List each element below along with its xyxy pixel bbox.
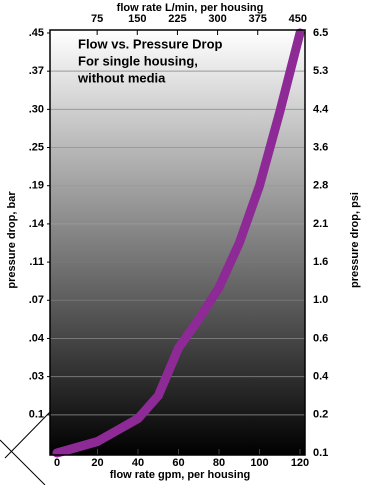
y-tick-label: .30 <box>29 103 44 115</box>
x2-tick-label: 150 <box>128 13 146 25</box>
y2-tick-label: 1.0 <box>313 294 328 306</box>
decoration <box>4 411 51 459</box>
y2-tick-label: 0.6 <box>313 332 328 344</box>
y-tick-label: 0.1 <box>29 409 44 421</box>
y2-axis-label: pressure drop, psi <box>349 192 361 288</box>
y2-tick-label: 0.1 <box>313 447 328 459</box>
y-tick-label: .45 <box>29 27 44 39</box>
x-tick-label: 40 <box>132 457 144 469</box>
y2-tick-label: 6.5 <box>313 27 328 39</box>
x-axis-label: flow rate gpm, per housing <box>110 469 251 481</box>
x-tick-label: 100 <box>250 457 268 469</box>
y-tick-label: .37 <box>29 65 44 77</box>
x2-tick-label: 75 <box>91 13 103 25</box>
x-tick-label: 120 <box>291 457 309 469</box>
y-tick-label: .19 <box>29 180 44 192</box>
y-tick-label: .04 <box>29 332 45 344</box>
y2-tick-label: 3.6 <box>313 141 328 153</box>
y2-tick-label: 2.1 <box>313 218 328 230</box>
plot-frame <box>49 29 306 456</box>
plot-area <box>50 30 305 455</box>
line <box>52 28 305 458</box>
chart-title: For single housing, <box>78 53 198 68</box>
y2-tick-label: 0.4 <box>313 371 329 383</box>
y2-tick-label: 5.3 <box>313 65 328 77</box>
chart-title: without media <box>77 70 166 85</box>
x2-tick-label: 375 <box>249 13 267 25</box>
x2-tick-label: 300 <box>208 13 226 25</box>
y-tick-label: .03 <box>29 371 44 383</box>
y-tick-label: .25 <box>29 141 44 153</box>
x-tick-label: 0 <box>54 457 60 469</box>
y-tick-label: .14 <box>29 218 45 230</box>
x-tick-label: 60 <box>172 457 184 469</box>
y-tick-label: .07 <box>29 294 44 306</box>
x2-tick-label: 450 <box>289 13 307 25</box>
y2-tick-label: 1.6 <box>313 256 328 268</box>
y2-tick-label: 4.4 <box>313 103 329 115</box>
y-axis-label: pressure drop, bar <box>6 191 18 289</box>
y2-tick-label: 2.8 <box>313 180 328 192</box>
x-tick-label: 80 <box>213 457 225 469</box>
x2-tick-label: 225 <box>168 13 186 25</box>
x2-axis-label: flow rate L/min, per housing <box>117 2 264 14</box>
x-tick-label: 20 <box>91 457 103 469</box>
y-tick-label: .11 <box>29 256 44 268</box>
decoration <box>0 439 46 485</box>
chart-title: Flow vs. Pressure Drop <box>78 36 223 51</box>
y2-tick-label: 0.2 <box>313 409 328 421</box>
